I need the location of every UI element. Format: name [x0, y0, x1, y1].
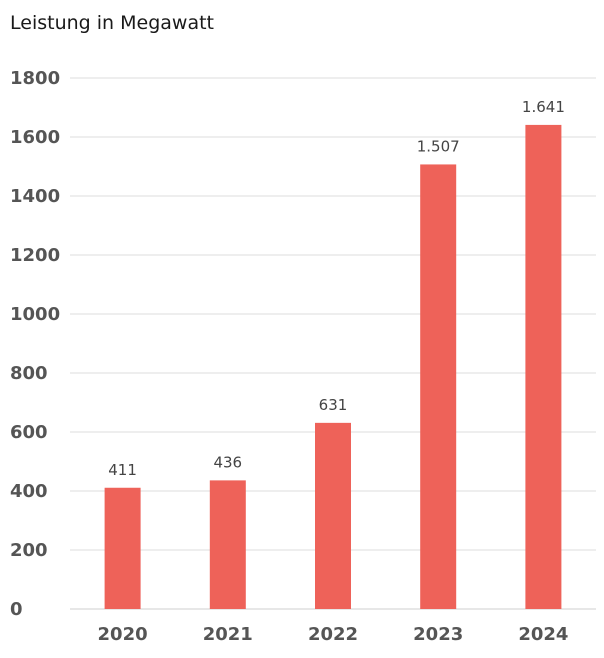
x-tick-label: 2023	[413, 624, 463, 645]
chart-title: Leistung in Megawatt	[10, 12, 214, 34]
y-tick-label: 1800	[10, 68, 60, 89]
gridlines	[70, 77, 596, 610]
y-tick-label: 200	[10, 540, 48, 561]
bar-2024	[525, 124, 562, 609]
y-tick-label: 0	[10, 599, 23, 620]
y-tick-label: 1600	[10, 127, 60, 148]
data-label: 436	[213, 453, 242, 471]
bar-2021	[209, 480, 246, 609]
bar-2023	[420, 164, 457, 609]
data-label: 411	[108, 461, 137, 479]
data-label: 1.641	[522, 98, 565, 116]
x-axis-ticks: 2020 2021 2022 2023 2024	[98, 624, 569, 645]
y-axis-ticks: 0 200 400 600 800 1000 1200 1400 1600 1800	[10, 68, 60, 620]
data-label: 1.507	[417, 137, 460, 155]
y-tick-label: 1200	[10, 245, 60, 266]
x-tick-label: 2020	[98, 624, 148, 645]
y-tick-label: 600	[10, 422, 48, 443]
y-tick-label: 1000	[10, 304, 60, 325]
x-tick-label: 2022	[308, 624, 358, 645]
data-labels: 411 436 631 1.507 1.641	[108, 98, 565, 479]
bar-2020	[104, 487, 141, 609]
bar-2022	[315, 422, 351, 609]
data-label: 631	[319, 396, 348, 414]
bars	[104, 124, 562, 609]
y-tick-label: 400	[10, 481, 48, 502]
x-tick-label: 2021	[203, 624, 253, 645]
x-tick-label: 2024	[518, 624, 568, 645]
y-tick-label: 800	[10, 363, 48, 384]
y-tick-label: 1400	[10, 186, 60, 207]
